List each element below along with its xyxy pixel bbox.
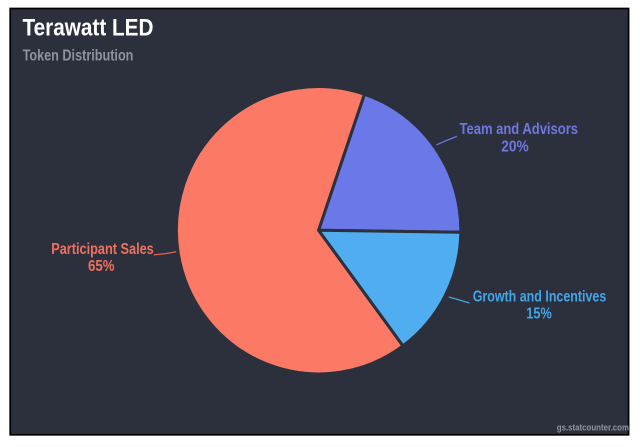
svg-text:Participant Sales: Participant Sales <box>51 241 154 258</box>
svg-text:gs.statcounter.com: gs.statcounter.com <box>557 423 629 433</box>
svg-text:Growth and Incentives: Growth and Incentives <box>473 288 607 305</box>
svg-text:Token Distribution: Token Distribution <box>23 47 134 64</box>
svg-text:65%: 65% <box>88 258 115 275</box>
svg-text:20%: 20% <box>501 138 529 155</box>
svg-text:15%: 15% <box>526 305 552 322</box>
svg-text:Team and Advisors: Team and Advisors <box>460 121 579 138</box>
svg-text:Terawatt LED: Terawatt LED <box>23 15 154 42</box>
